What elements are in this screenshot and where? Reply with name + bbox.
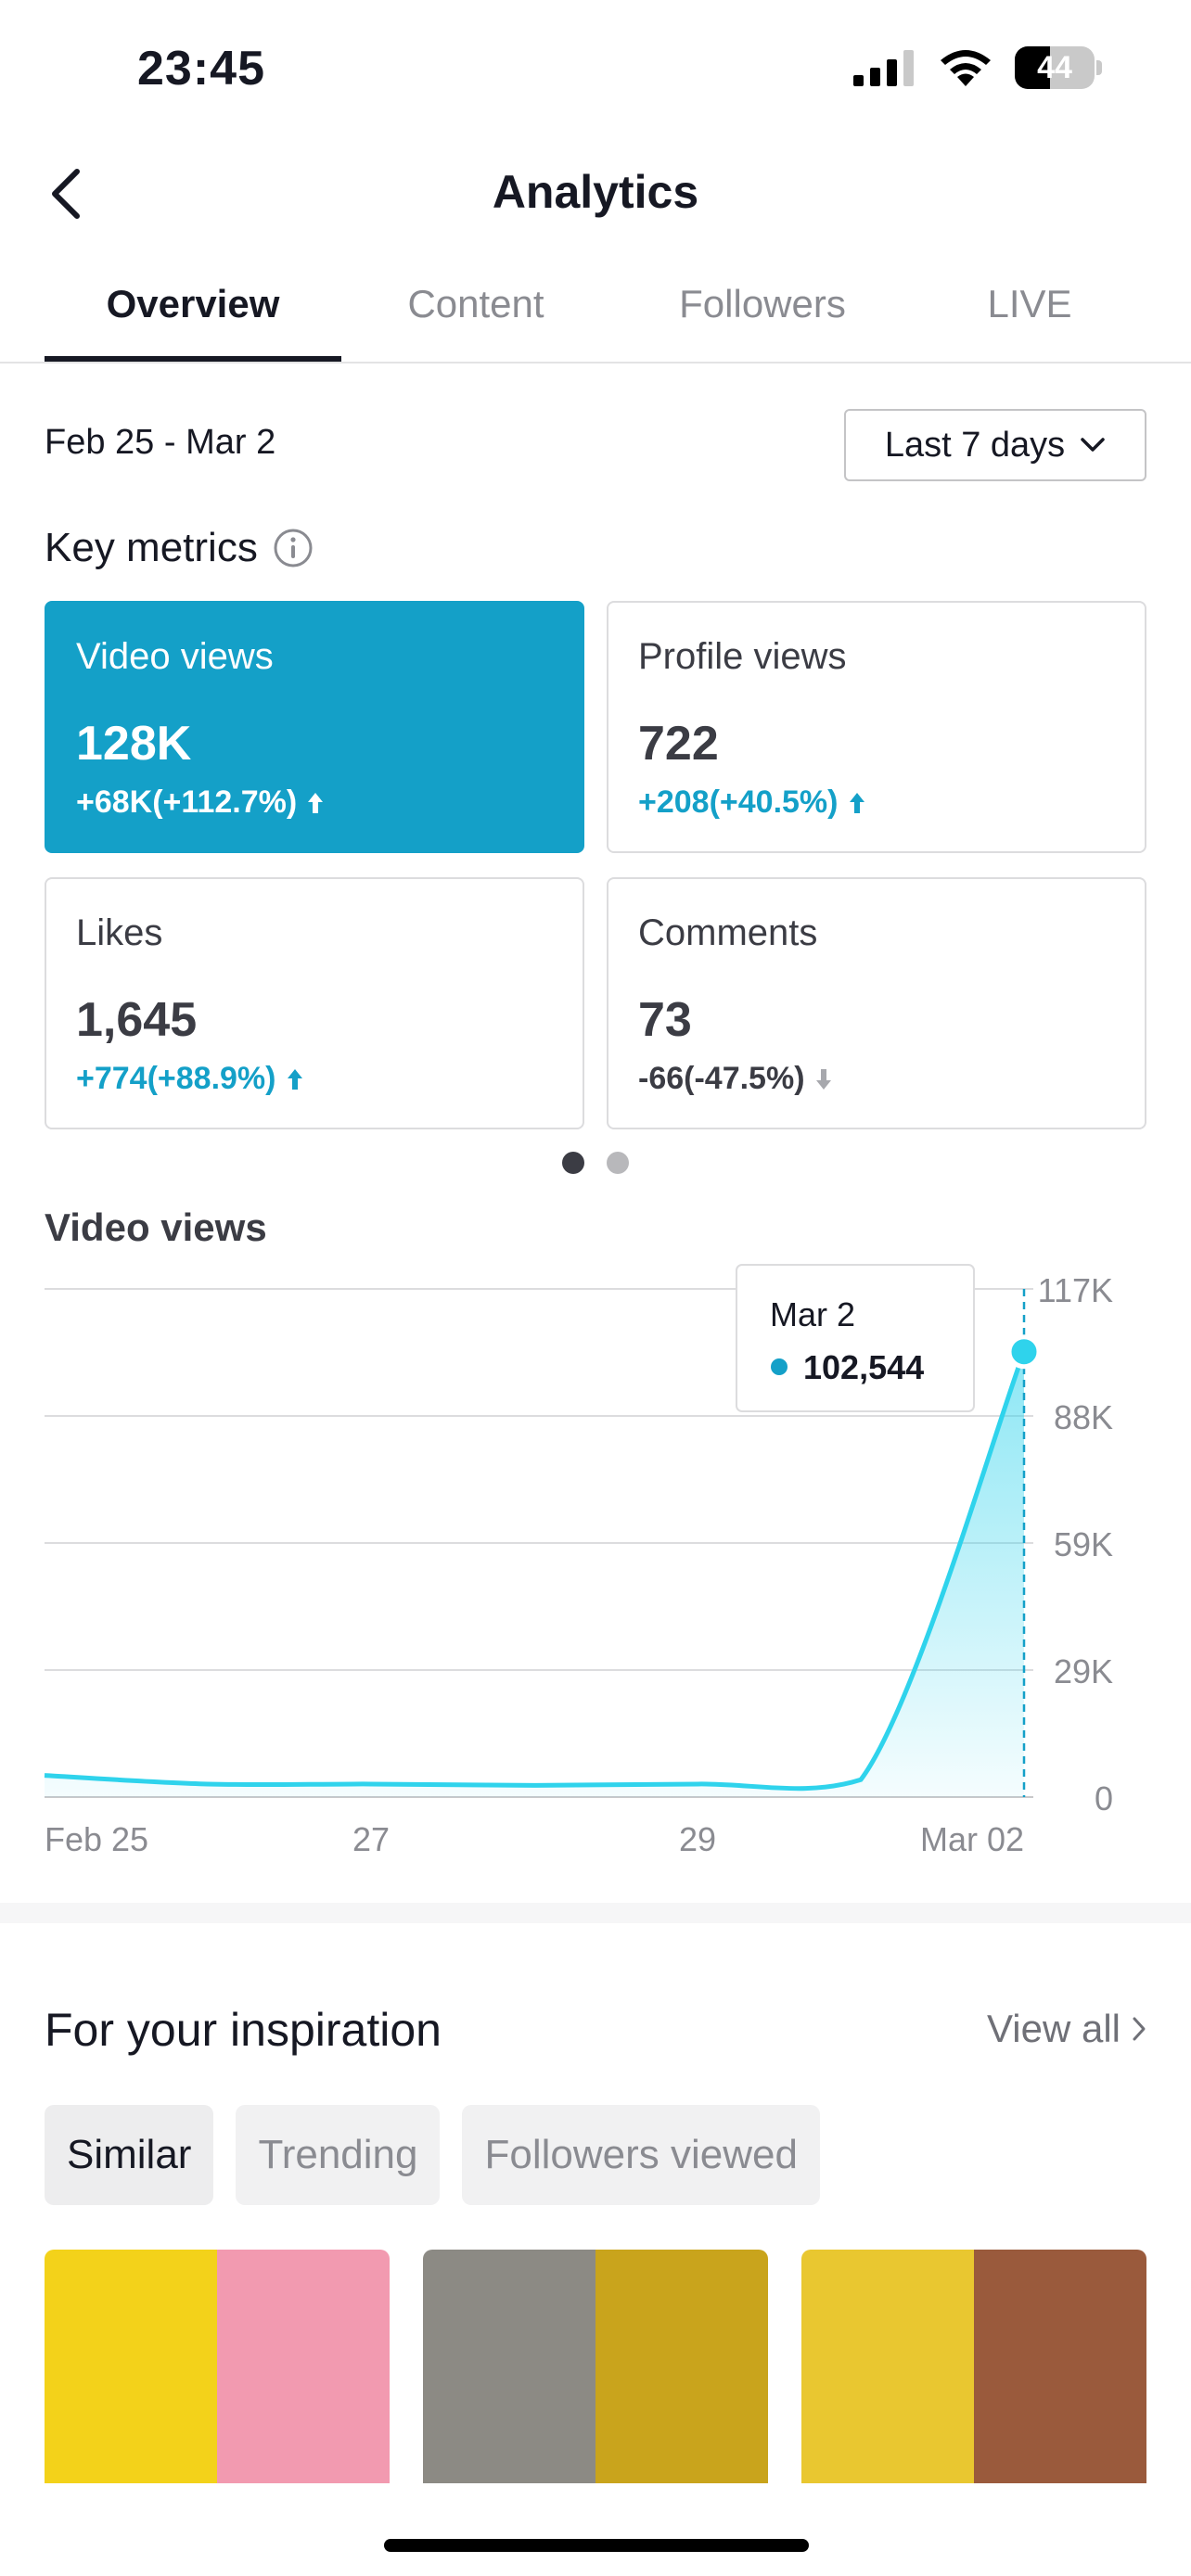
metric-label: Comments <box>638 912 818 953</box>
y-axis-ticks: 117K 88K 59K 29K 0 <box>1038 1271 1113 1817</box>
y-tick-label: 29K <box>1054 1652 1113 1690</box>
metric-value: 73 <box>638 993 692 1047</box>
page-title: Analytics <box>492 166 699 218</box>
chart-svg: 117K 88K 59K 29K 0 Feb 25 27 29 Mar 02 Mar 2 10… <box>44 1264 1113 1858</box>
chevron-down-icon <box>1081 438 1105 452</box>
inspiration-thumbnails <box>45 2250 1146 2483</box>
header: Analytics <box>0 148 1191 237</box>
pager-dot-1[interactable] <box>562 1152 584 1174</box>
tab-live[interactable]: LIVE <box>987 282 1072 325</box>
chip-similar[interactable]: Similar <box>45 2105 214 2205</box>
y-tick-label: 0 <box>1095 1779 1113 1817</box>
metric-change-text: -66(-47.5%) <box>638 1061 805 1096</box>
y-tick-label: 59K <box>1054 1525 1113 1563</box>
metric-change: +774(+88.9%) <box>76 1061 304 1097</box>
arrow-down-icon <box>815 1068 831 1090</box>
info-icon[interactable] <box>273 528 314 568</box>
metric-value: 722 <box>638 717 719 771</box>
metric-label: Video views <box>76 636 274 677</box>
section-separator <box>0 1903 1191 1923</box>
inspiration-title: For your inspiration <box>45 2004 442 2056</box>
pager-dot-2[interactable] <box>607 1152 629 1174</box>
series-area <box>45 1351 1024 1797</box>
metric-card-comments[interactable]: Comments 73 -66(-47.5%) <box>607 877 1146 1129</box>
signal-icon <box>853 50 914 86</box>
y-tick-label: 88K <box>1054 1398 1113 1436</box>
metric-change-text: +68K(+112.7%) <box>76 784 298 820</box>
metric-value: 1,645 <box>76 993 198 1047</box>
x-tick-label: Mar 02 <box>920 1820 1024 1858</box>
arrow-up-icon <box>287 1068 302 1090</box>
x-tick-label: Feb 25 <box>45 1820 148 1858</box>
metric-change: -66(-47.5%) <box>638 1061 833 1097</box>
chevron-left-icon <box>52 169 80 219</box>
tab-overview[interactable]: Overview <box>106 282 280 325</box>
tooltip-date: Mar 2 <box>770 1295 855 1333</box>
tooltip-value: 102,544 <box>803 1348 924 1386</box>
tab-content[interactable]: Content <box>407 282 544 325</box>
tab-indicator <box>45 356 341 362</box>
metric-card-likes[interactable]: Likes 1,645 +774(+88.9%) <box>45 877 584 1129</box>
home-indicator <box>384 2539 809 2552</box>
battery-level: 44 <box>1037 50 1072 85</box>
wifi-icon <box>941 50 991 86</box>
chevron-right-icon <box>1133 2017 1146 2041</box>
chip-followers-viewed[interactable]: Followers viewed <box>462 2105 820 2205</box>
status-time: 23:45 <box>137 42 265 96</box>
key-metrics-label: Key metrics <box>45 525 258 570</box>
view-all-label: View all <box>987 2007 1121 2050</box>
date-range: Feb 25 - Mar 2 <box>45 423 276 462</box>
view-all-link[interactable]: View all <box>987 2007 1146 2051</box>
metric-label: Profile views <box>638 636 847 677</box>
metric-change-text: +208(+40.5%) <box>638 784 839 820</box>
metric-change-text: +774(+88.9%) <box>76 1061 276 1096</box>
series-line <box>44 1350 1027 1792</box>
arrow-up-icon <box>308 792 324 813</box>
chip-trending[interactable]: Trending <box>236 2105 441 2205</box>
back-button[interactable] <box>33 161 98 226</box>
tooltip-point <box>1006 1334 1042 1370</box>
metrics-pager <box>0 1152 1191 1174</box>
tab-followers[interactable]: Followers <box>679 282 846 325</box>
battery-icon: 44 <box>1015 46 1102 89</box>
x-tick-label: 29 <box>679 1820 716 1858</box>
metric-change: +68K(+112.7%) <box>76 784 325 821</box>
inspiration-chips: Similar Trending Followers viewed <box>45 2105 820 2205</box>
chart-tooltip: Mar 2 102,544 <box>736 1264 975 1412</box>
video-thumbnail[interactable] <box>423 2250 768 2483</box>
video-views-chart[interactable]: 117K 88K 59K 29K 0 Feb 25 27 29 Mar 02 Mar 2 10… <box>0 1261 1191 1873</box>
metric-label: Likes <box>76 912 163 953</box>
y-tick-label: 117K <box>1038 1271 1113 1309</box>
video-thumbnail[interactable] <box>801 2250 1146 2483</box>
status-icons: 44 <box>853 46 1102 89</box>
period-select-value: Last 7 days <box>884 425 1066 465</box>
metric-card-video-views[interactable]: Video views 128K +68K(+112.7%) <box>45 601 584 853</box>
metric-card-profile-views[interactable]: Profile views 722 +208(+40.5%) <box>607 601 1146 853</box>
metric-value: 128K <box>76 717 192 771</box>
tab-bar: Overview Content Followers LIVE <box>0 269 1191 363</box>
status-bar: 23:45 44 <box>0 0 1191 139</box>
x-tick-label: 27 <box>352 1820 390 1858</box>
key-metrics-title: Key metrics <box>45 525 314 571</box>
video-thumbnail[interactable] <box>45 2250 390 2483</box>
metric-change: +208(+40.5%) <box>638 784 866 821</box>
period-select[interactable]: Last 7 days <box>844 409 1146 481</box>
x-axis-ticks: Feb 25 27 29 Mar 02 <box>45 1820 1024 1858</box>
chart-title: Video views <box>45 1205 267 1249</box>
arrow-up-icon <box>849 792 864 813</box>
